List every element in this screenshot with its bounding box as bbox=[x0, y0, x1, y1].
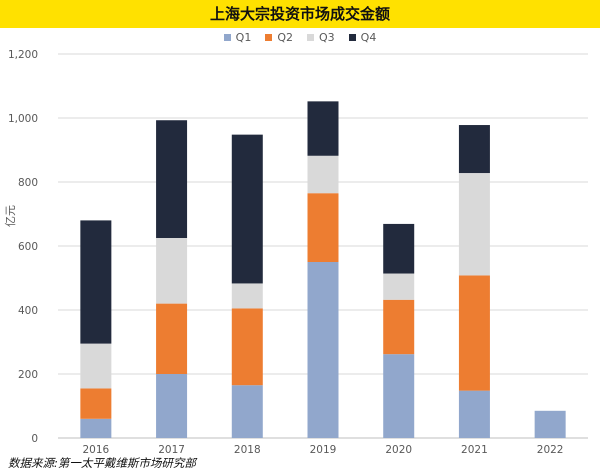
x-tick-label: 2020 bbox=[385, 444, 412, 456]
bar-2018-Q3 bbox=[231, 283, 263, 309]
bar-2019-Q4 bbox=[307, 101, 339, 156]
bar-2019-Q1 bbox=[307, 262, 339, 438]
chart-title: 上海大宗投资市场成交金额 bbox=[209, 5, 390, 23]
bar-2017-Q1 bbox=[156, 374, 188, 438]
bar-2017-Q3 bbox=[156, 238, 188, 304]
x-tick-label: 2019 bbox=[310, 444, 337, 456]
legend-swatch bbox=[223, 34, 231, 41]
bar-2016-Q4 bbox=[80, 220, 112, 344]
legend-label: Q2 bbox=[277, 31, 293, 44]
legend-label: Q3 bbox=[319, 31, 335, 44]
y-tick-label: 1,000 bbox=[8, 113, 38, 125]
legend-item-Q3: Q3 bbox=[307, 31, 335, 44]
bar-2017-Q4 bbox=[156, 120, 188, 238]
bar-2017-Q2 bbox=[156, 303, 188, 374]
legend-swatch bbox=[265, 34, 273, 41]
title-band bbox=[0, 0, 600, 28]
bar-2020-Q1 bbox=[383, 354, 415, 438]
legend-label: Q1 bbox=[235, 31, 252, 44]
bar-2016-Q3 bbox=[80, 343, 112, 389]
x-tick-label: 2022 bbox=[537, 444, 564, 456]
x-tick-label: 2021 bbox=[461, 444, 488, 456]
legend: Q1 Q2 Q3 Q4 bbox=[0, 31, 600, 44]
legend-swatch bbox=[307, 34, 314, 41]
legend-label: Q4 bbox=[360, 31, 377, 44]
bar-2016-Q1 bbox=[80, 418, 112, 438]
bar-2022-Q1 bbox=[534, 410, 566, 438]
y-tick-label: 400 bbox=[18, 305, 38, 317]
legend-swatch bbox=[348, 34, 356, 41]
y-tick-label: 1,200 bbox=[8, 49, 38, 61]
bar-2018-Q4 bbox=[231, 134, 263, 284]
legend-item-Q1: Q1 bbox=[223, 31, 252, 44]
bar-2019-Q3 bbox=[307, 155, 339, 194]
bar-2021-Q1 bbox=[458, 390, 490, 438]
bar-2020-Q4 bbox=[383, 223, 415, 274]
y-tick-label: 200 bbox=[18, 369, 38, 381]
bar-2020-Q2 bbox=[383, 299, 415, 355]
bar-2020-Q3 bbox=[383, 273, 415, 300]
y-tick-label: 600 bbox=[18, 241, 38, 253]
source-note: 数据来源:第一太平戴维斯市场研究部 bbox=[8, 456, 196, 470]
bar-2021-Q2 bbox=[458, 275, 490, 391]
bar-2018-Q2 bbox=[231, 308, 263, 386]
bar-2018-Q1 bbox=[231, 385, 263, 438]
bar-2019-Q2 bbox=[307, 193, 339, 262]
x-tick-label: 2018 bbox=[234, 444, 261, 456]
bar-2021-Q3 bbox=[458, 173, 490, 276]
y-tick-label: 0 bbox=[31, 433, 38, 445]
y-axis-label: 亿元 bbox=[4, 205, 17, 227]
legend-item-Q2: Q2 bbox=[265, 31, 293, 44]
y-tick-label: 800 bbox=[18, 177, 38, 189]
bar-2021-Q4 bbox=[458, 125, 490, 174]
legend-item-Q4: Q4 bbox=[348, 31, 377, 44]
bar-2016-Q2 bbox=[80, 388, 112, 419]
x-tick-label: 2016 bbox=[82, 444, 109, 456]
x-tick-label: 2017 bbox=[158, 444, 185, 456]
